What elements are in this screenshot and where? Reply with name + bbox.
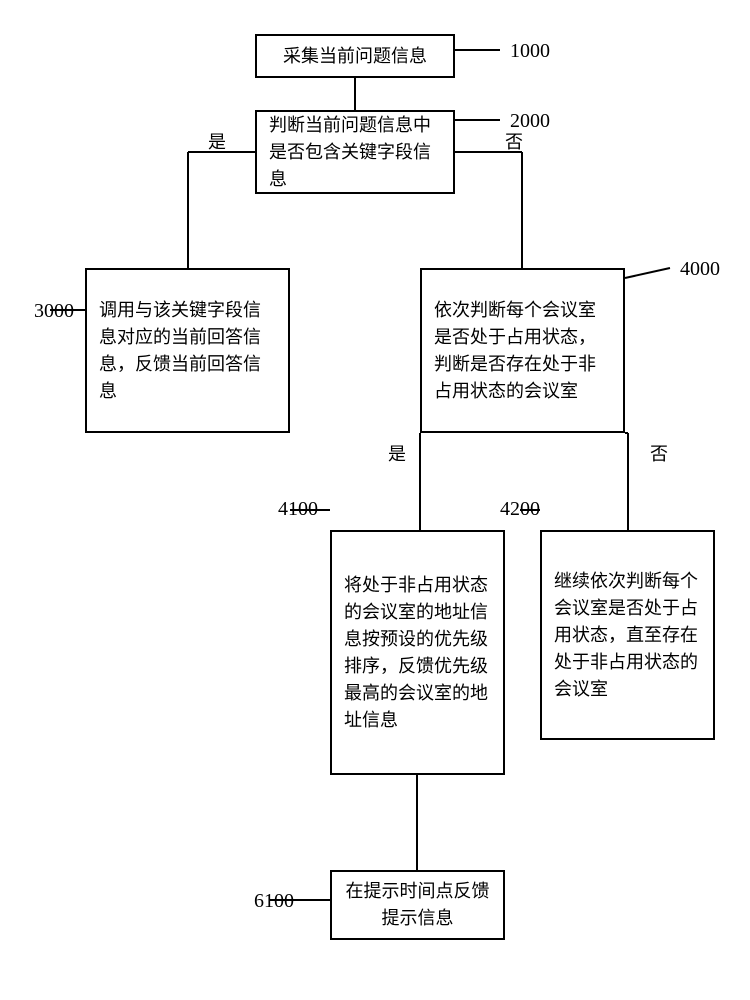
node-4000: 依次判断每个会议室是否处于占用状态，判断是否存在处于非占用状态的会议室 — [420, 268, 625, 433]
node-1000-text: 采集当前问题信息 — [283, 43, 427, 70]
edge-label-yes-1: 是 — [208, 128, 226, 154]
label-4100: 4100 — [278, 498, 318, 521]
edge-label-no-1: 否 — [505, 128, 523, 154]
node-6100: 在提示时间点反馈提示信息 — [330, 870, 505, 940]
node-4200: 继续依次判断每个会议室是否处于占用状态，直至存在处于非占用状态的会议室 — [540, 530, 715, 740]
label-3000: 3000 — [34, 300, 74, 323]
node-2000: 判断当前问题信息中是否包含关键字段信息 — [255, 110, 455, 194]
edge-label-yes-2: 是 — [388, 440, 406, 466]
node-2000-text: 判断当前问题信息中是否包含关键字段信息 — [269, 112, 441, 193]
label-6100: 6100 — [254, 890, 294, 913]
node-4100-text: 将处于非占用状态的会议室的地址信息按预设的优先级排序，反馈优先级最高的会议室的地… — [344, 572, 491, 734]
node-4000-text: 依次判断每个会议室是否处于占用状态，判断是否存在处于非占用状态的会议室 — [434, 297, 611, 405]
label-4200: 4200 — [500, 498, 540, 521]
node-3000: 调用与该关键字段信息对应的当前回答信息，反馈当前回答信息 — [85, 268, 290, 433]
node-3000-text: 调用与该关键字段信息对应的当前回答信息，反馈当前回答信息 — [99, 297, 276, 405]
node-6100-text: 在提示时间点反馈提示信息 — [344, 878, 491, 932]
node-4100: 将处于非占用状态的会议室的地址信息按预设的优先级排序，反馈优先级最高的会议室的地… — [330, 530, 505, 775]
label-1000: 1000 — [510, 40, 550, 63]
edge-label-no-2: 否 — [650, 440, 668, 466]
label-4000: 4000 — [680, 258, 720, 281]
node-4200-text: 继续依次判断每个会议室是否处于占用状态，直至存在处于非占用状态的会议室 — [554, 568, 701, 703]
node-1000: 采集当前问题信息 — [255, 34, 455, 78]
